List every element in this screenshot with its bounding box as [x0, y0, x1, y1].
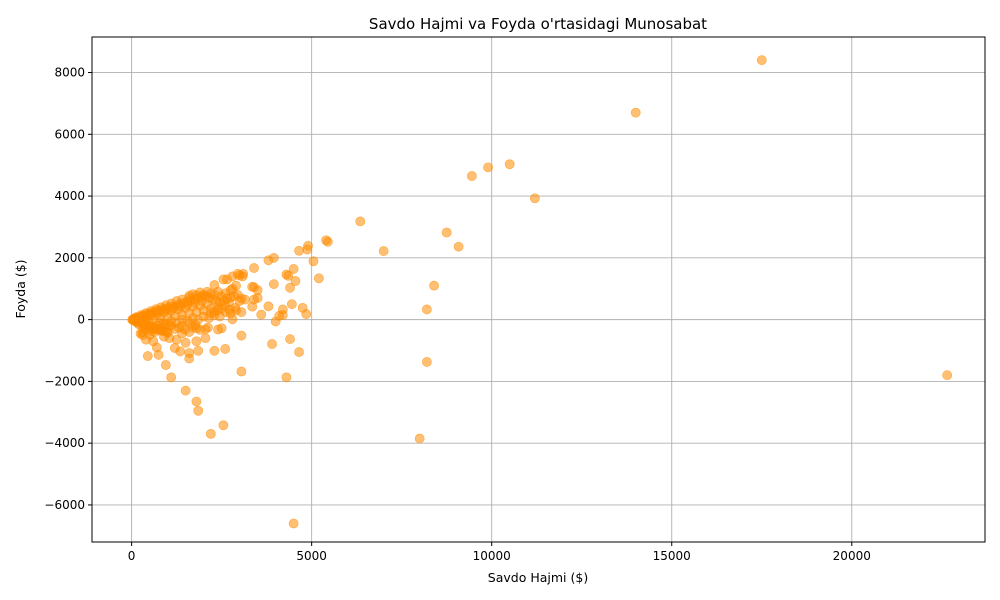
scatter-point [216, 323, 227, 334]
y-tick-label: 2000 [54, 251, 85, 265]
y-tick-label: −6000 [44, 498, 85, 512]
scatter-point [283, 270, 294, 281]
scatter-point [453, 241, 464, 252]
scatter-point [191, 336, 202, 347]
scatter-point [138, 323, 149, 334]
scatter-point [288, 264, 299, 274]
x-tick-label: 10000 [473, 549, 511, 563]
scatter-point [466, 171, 477, 181]
scatter-point [322, 236, 333, 247]
scatter-point [756, 55, 767, 66]
scatter-point [290, 276, 301, 286]
scatter-point [421, 304, 432, 315]
scatter-point [191, 396, 202, 407]
x-tick-label: 15000 [653, 549, 691, 563]
scatter-point [378, 246, 389, 256]
x-tick-label: 5000 [296, 549, 327, 563]
scatter-point [942, 370, 953, 381]
scatter-point [230, 302, 241, 313]
scatter-point [212, 305, 223, 316]
scatter-point [285, 334, 295, 344]
scatter-point [218, 420, 229, 431]
scatter-point [441, 227, 452, 238]
scatter-point [205, 428, 216, 439]
scatter-point [131, 312, 142, 323]
plot-frame [91, 36, 986, 543]
y-axis-label: Foyda ($) [13, 259, 28, 318]
scatter-point [200, 333, 211, 344]
y-tick-label: −4000 [44, 436, 85, 450]
scatter-point [193, 345, 204, 356]
scatter-point [236, 366, 247, 377]
scatter-point [160, 360, 171, 370]
scatter-point [285, 282, 295, 293]
scatter-point [142, 351, 153, 361]
scatter-point [301, 309, 312, 319]
scatter-point [236, 330, 247, 341]
y-tick-label: 6000 [54, 127, 85, 141]
scatter-point [164, 320, 175, 331]
x-tick-label: 20000 [833, 549, 871, 563]
scatter-point [263, 255, 274, 266]
scatter-point [281, 372, 292, 383]
x-axis-label: Savdo Hajmi ($) [488, 570, 588, 585]
scatter-point [313, 273, 324, 284]
x-tick-label: 0 [128, 549, 136, 563]
data-points [127, 55, 953, 529]
scatter-point [237, 271, 248, 282]
scatter-point [294, 245, 304, 256]
scatter-point [203, 322, 213, 333]
scatter-point [483, 162, 493, 173]
scatter-point [294, 347, 304, 357]
scatter-point [169, 343, 180, 353]
scatter-point [218, 274, 229, 285]
scatter-point [286, 299, 297, 310]
scatter-point [247, 301, 258, 312]
scatter-point [308, 256, 319, 267]
scatter-point [288, 518, 299, 529]
y-tick-label: 8000 [54, 66, 85, 80]
scatter-point [429, 280, 439, 291]
scatter-point [193, 405, 204, 416]
y-tick-label: 4000 [54, 189, 85, 203]
scatter-point [302, 244, 313, 255]
scatter-point [249, 263, 259, 273]
y-tick-label: −2000 [44, 374, 85, 388]
x-axis-ticks: 0 5000 10000 15000 20000 [128, 542, 871, 563]
y-axis-ticks: −6000 −4000 −2000 0 2000 4000 6000 8000 [44, 66, 92, 512]
scatter-point [240, 294, 250, 305]
scatter-point [180, 385, 191, 396]
scatter-point [421, 357, 432, 367]
scatter-point [270, 316, 281, 327]
grid [92, 37, 985, 542]
scatter-point [256, 309, 267, 320]
scatter-point [166, 372, 177, 383]
scatter-point [190, 320, 201, 331]
scatter-point [630, 107, 641, 118]
scatter-point [263, 301, 274, 312]
scatter-point [268, 279, 279, 289]
chart-title: Savdo Hajmi va Foyda o'rtasidagi Munosab… [369, 15, 707, 33]
scatter-point [209, 345, 220, 356]
scatter-point [529, 193, 540, 204]
scatter-point [220, 344, 231, 354]
scatter-point [504, 159, 515, 170]
scatter-point [414, 433, 425, 444]
scatter-point [180, 337, 191, 348]
scatter-point [267, 339, 277, 349]
scatter-point [355, 216, 366, 227]
scatter-point [184, 353, 195, 364]
y-tick-label: 0 [77, 313, 85, 327]
